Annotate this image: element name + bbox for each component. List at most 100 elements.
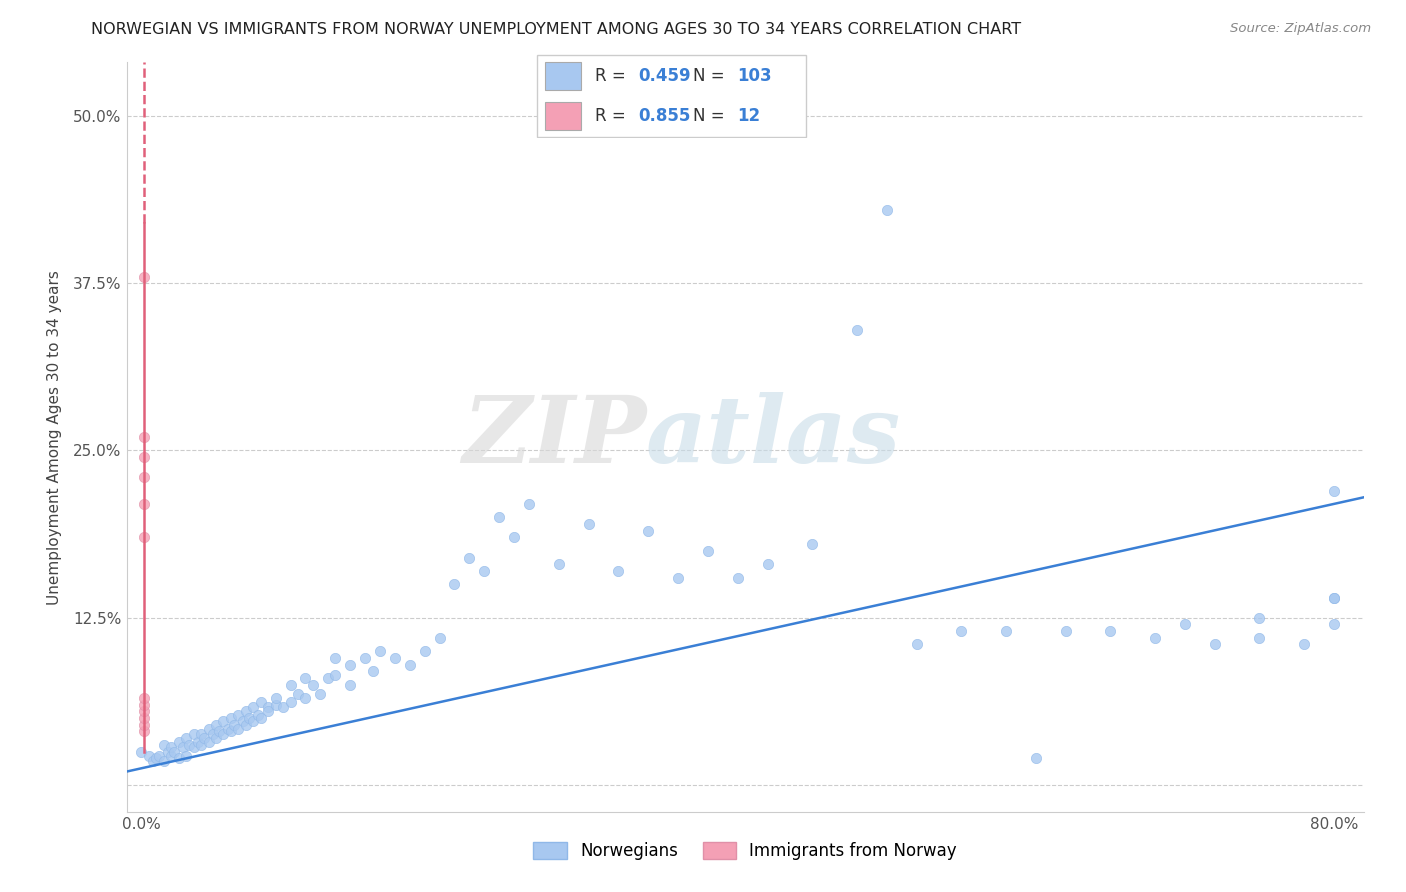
Point	[242, 700, 264, 714]
Point	[222, 717, 245, 731]
Point	[134, 724, 156, 739]
Point	[228, 708, 250, 723]
Point	[547, 557, 569, 572]
Point	[172, 740, 194, 755]
Point	[134, 711, 156, 725]
Point	[249, 695, 271, 709]
Point	[153, 754, 176, 768]
Point	[443, 577, 465, 591]
Point	[1323, 617, 1346, 632]
Text: R =: R =	[595, 67, 631, 85]
Text: atlas: atlas	[647, 392, 901, 482]
Text: 0.459: 0.459	[638, 67, 692, 85]
Point	[368, 644, 391, 658]
Text: N =: N =	[693, 107, 730, 125]
Point	[193, 731, 215, 746]
Point	[134, 698, 156, 712]
Text: R =: R =	[595, 107, 631, 125]
Point	[302, 678, 325, 692]
Text: Source: ZipAtlas.com: Source: ZipAtlas.com	[1230, 22, 1371, 36]
Text: NORWEGIAN VS IMMIGRANTS FROM NORWAY UNEMPLOYMENT AMONG AGES 30 TO 34 YEARS CORRE: NORWEGIAN VS IMMIGRANTS FROM NORWAY UNEM…	[91, 22, 1022, 37]
Point	[323, 668, 346, 682]
Point	[134, 470, 156, 484]
Point	[503, 530, 526, 544]
Point	[384, 651, 406, 665]
Point	[264, 690, 287, 705]
Point	[472, 564, 495, 578]
Point	[212, 714, 235, 728]
Point	[727, 571, 749, 585]
Point	[846, 323, 869, 337]
Point	[249, 711, 271, 725]
Point	[488, 510, 510, 524]
Point	[205, 717, 228, 731]
Point	[145, 751, 167, 765]
Point	[174, 731, 197, 746]
Point	[134, 705, 156, 719]
Point	[578, 517, 600, 532]
Point	[257, 700, 280, 714]
Point	[1099, 624, 1122, 639]
Point	[309, 687, 332, 701]
Point	[1323, 591, 1346, 605]
Point	[316, 671, 339, 685]
Point	[905, 637, 928, 651]
Point	[666, 571, 689, 585]
Point	[398, 657, 420, 672]
Point	[235, 705, 257, 719]
Point	[232, 714, 254, 728]
Text: 0.855: 0.855	[638, 107, 690, 125]
Point	[134, 690, 156, 705]
Point	[217, 722, 239, 736]
Point	[607, 564, 630, 578]
Point	[413, 644, 436, 658]
Point	[197, 735, 219, 749]
Point	[201, 727, 224, 741]
Point	[134, 430, 156, 444]
Point	[1323, 591, 1346, 605]
Point	[294, 671, 316, 685]
Point	[339, 678, 361, 692]
Point	[242, 714, 264, 728]
Point	[134, 450, 156, 465]
Point	[219, 711, 242, 725]
FancyBboxPatch shape	[546, 102, 581, 130]
Point	[142, 754, 165, 768]
Point	[160, 748, 183, 763]
Point	[429, 631, 451, 645]
Point	[1054, 624, 1077, 639]
Point	[134, 530, 156, 544]
Point	[264, 698, 287, 712]
Point	[696, 544, 718, 558]
Point	[280, 678, 302, 692]
Point	[167, 735, 190, 749]
Point	[756, 557, 779, 572]
Point	[134, 269, 156, 284]
Point	[238, 711, 260, 725]
Point	[1174, 617, 1197, 632]
Point	[235, 717, 257, 731]
Text: N =: N =	[693, 67, 730, 85]
Point	[187, 735, 209, 749]
Point	[174, 748, 197, 763]
Text: 12: 12	[737, 107, 761, 125]
Point	[1323, 483, 1346, 498]
Point	[153, 738, 176, 752]
Y-axis label: Unemployment Among Ages 30 to 34 years: Unemployment Among Ages 30 to 34 years	[46, 269, 62, 605]
Point	[257, 705, 280, 719]
Point	[294, 690, 316, 705]
Point	[1249, 631, 1271, 645]
Point	[219, 724, 242, 739]
Point	[208, 724, 231, 739]
Point	[246, 708, 269, 723]
Point	[134, 497, 156, 511]
Point	[157, 744, 180, 758]
Point	[212, 727, 235, 741]
Point	[167, 751, 190, 765]
Point	[458, 550, 481, 565]
Point	[131, 744, 153, 758]
Point	[1025, 751, 1047, 765]
Legend: Norwegians, Immigrants from Norway: Norwegians, Immigrants from Norway	[527, 836, 963, 867]
Point	[280, 695, 302, 709]
Point	[339, 657, 361, 672]
